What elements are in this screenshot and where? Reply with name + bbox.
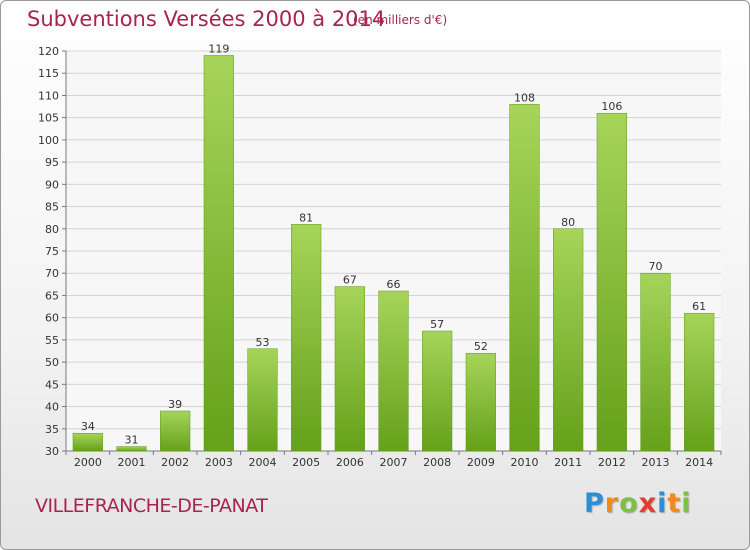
- chart-title: Subventions Versées 2000 à 2014: [27, 7, 386, 31]
- logo-letter: r: [604, 488, 620, 519]
- bar: [422, 330, 453, 452]
- y-tick-label: 35: [45, 423, 59, 436]
- data-label: 52: [474, 340, 488, 353]
- y-tick-label: 65: [45, 289, 59, 302]
- logo-letter: P: [584, 488, 605, 519]
- y-tick-label: 95: [45, 156, 59, 169]
- data-label: 39: [168, 398, 182, 411]
- x-tick-label: 2004: [249, 456, 277, 469]
- y-tick-label: 60: [45, 312, 59, 325]
- commune-name: VILLEFRANCHE-DE-PANAT: [35, 495, 268, 517]
- y-tick-label: 75: [45, 245, 59, 258]
- bar: [291, 224, 322, 452]
- y-tick-label: 105: [38, 112, 59, 125]
- y-tick-label: 50: [45, 356, 59, 369]
- chart-subtitle: (en milliers d'€): [353, 13, 448, 27]
- data-label: 53: [256, 336, 270, 349]
- data-label: 31: [125, 434, 139, 447]
- logo-letter: i: [657, 488, 668, 519]
- logo-letter: i: [681, 488, 692, 519]
- x-tick-label: 2007: [380, 456, 408, 469]
- bar: [465, 352, 496, 452]
- data-label: 66: [387, 278, 401, 291]
- bar: [116, 446, 147, 452]
- x-tick-label: 2000: [74, 456, 102, 469]
- bar: [203, 55, 234, 452]
- y-tick-label: 110: [38, 89, 59, 102]
- bar: [596, 112, 627, 452]
- data-label: 106: [601, 100, 622, 113]
- y-tick-label: 100: [38, 134, 59, 147]
- logo-letter: t: [667, 488, 682, 519]
- x-tick-label: 2005: [292, 456, 320, 469]
- y-tick-label: 115: [38, 67, 59, 80]
- x-tick-label: 2014: [685, 456, 713, 469]
- data-label: 61: [692, 300, 706, 313]
- y-tick-label: 30: [45, 445, 59, 458]
- bar: [378, 290, 409, 452]
- data-label: 57: [430, 318, 444, 331]
- y-tick-label: 45: [45, 378, 59, 391]
- bar: [160, 410, 191, 452]
- bar: [509, 104, 540, 452]
- logo-letter: o: [619, 488, 639, 519]
- x-tick-label: 2002: [161, 456, 189, 469]
- x-tick-label: 2011: [554, 456, 582, 469]
- data-label: 81: [299, 211, 313, 224]
- x-tick-label: 2009: [467, 456, 495, 469]
- x-tick-label: 2012: [598, 456, 626, 469]
- y-tick-label: 120: [38, 45, 59, 58]
- data-label: 67: [343, 274, 357, 287]
- proxiti-logo: Proxiti: [584, 488, 692, 519]
- x-tick-label: 2003: [205, 456, 233, 469]
- y-tick-label: 55: [45, 334, 59, 347]
- y-tick-label: 85: [45, 201, 59, 214]
- x-tick-label: 2001: [118, 456, 146, 469]
- data-label: 80: [561, 216, 575, 229]
- x-tick-label: 2010: [511, 456, 539, 469]
- y-tick-label: 70: [45, 267, 59, 280]
- bar: [334, 286, 365, 452]
- data-label: 34: [81, 420, 95, 433]
- x-tick-label: 2013: [642, 456, 670, 469]
- data-label: 119: [208, 42, 229, 55]
- x-tick-label: 2008: [423, 456, 451, 469]
- logo-letter: x: [638, 488, 658, 519]
- x-tick-label: 2006: [336, 456, 364, 469]
- y-tick-label: 90: [45, 178, 59, 191]
- bar: [684, 312, 715, 452]
- data-label: 70: [649, 260, 663, 273]
- data-label: 108: [514, 91, 535, 104]
- y-tick-label: 40: [45, 401, 59, 414]
- bar: [640, 272, 671, 452]
- bar: [247, 348, 278, 452]
- bar: [72, 432, 103, 452]
- bar: [553, 228, 584, 452]
- y-tick-label: 80: [45, 223, 59, 236]
